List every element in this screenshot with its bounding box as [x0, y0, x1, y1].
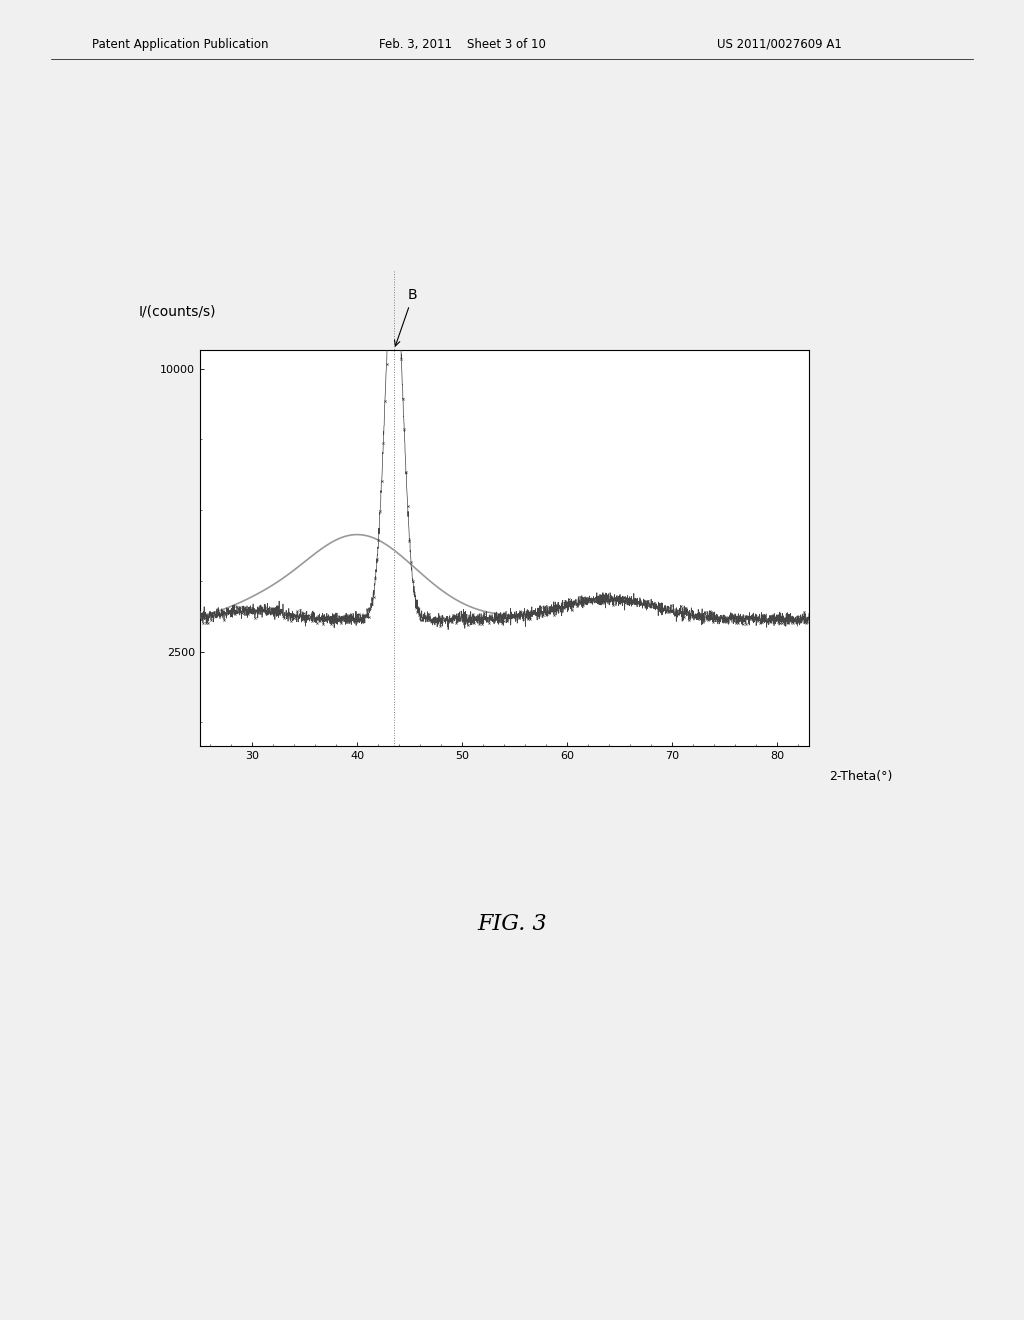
Text: B: B: [394, 288, 418, 346]
Text: FIG. 3: FIG. 3: [477, 913, 547, 935]
Text: US 2011/0027609 A1: US 2011/0027609 A1: [717, 37, 842, 50]
Text: Feb. 3, 2011    Sheet 3 of 10: Feb. 3, 2011 Sheet 3 of 10: [379, 37, 546, 50]
Text: I/(counts/s): I/(counts/s): [139, 304, 216, 318]
Text: 2-Theta(°): 2-Theta(°): [829, 770, 893, 783]
Text: Patent Application Publication: Patent Application Publication: [92, 37, 268, 50]
